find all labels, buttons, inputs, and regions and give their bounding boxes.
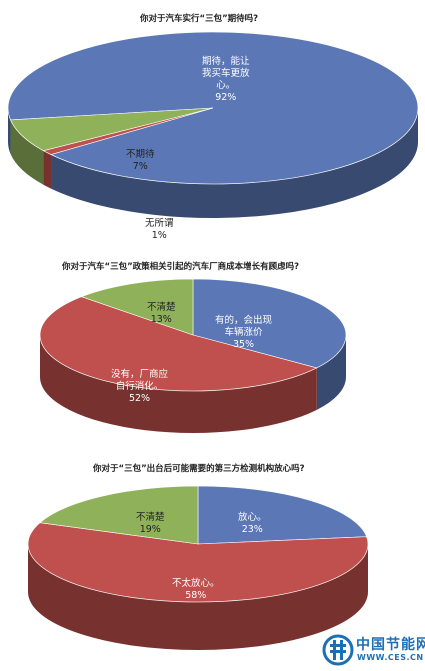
slice-label-text: 有的，会出现 车辆涨价 xyxy=(215,314,273,338)
slice-label-text: 无所谓 xyxy=(145,217,174,229)
chart2-slice-no-label: 没有，厂商应 自行消化。 52% xyxy=(111,357,168,416)
pie-side-walls xyxy=(28,544,368,650)
slice-label-text: 期待，能让 我买车更放 心。 xyxy=(202,55,250,91)
slice-pct: 13% xyxy=(150,313,172,325)
pie-side-0 xyxy=(316,335,346,410)
slice-label-text: 不清楚 xyxy=(136,511,165,523)
ces-logo-icon xyxy=(322,634,354,666)
chart1-slice-not-expect-label: 不期待 7% xyxy=(126,137,155,185)
chart3-slice-distrust-label: 不太放心。 58% xyxy=(172,566,220,614)
chart1-title: 你对于汽车实行“三包”期待吗? xyxy=(140,14,259,24)
chart3-slice-unclear-label: 不清楚 19% xyxy=(136,500,165,548)
pie-side-1 xyxy=(28,544,368,650)
slice-pct: 52% xyxy=(128,392,151,404)
pie-rim xyxy=(7,31,419,185)
chart2-slice-yes-label: 有的，会出现 车辆涨价 35% xyxy=(215,303,272,362)
pie-side-0 xyxy=(8,108,11,154)
chart1-slice-indifferent-label: 无所谓 1% xyxy=(145,206,174,254)
slice-label-text: 不期待 xyxy=(126,148,155,160)
slice-pct: 92% xyxy=(215,91,237,103)
slice-label-text: 没有，厂商应 自行消化。 xyxy=(111,368,169,392)
slice-pct: 35% xyxy=(232,338,255,350)
pie-slice-2 xyxy=(39,485,199,545)
pie-side-walls xyxy=(8,108,419,218)
pie-chart-3 xyxy=(27,485,369,650)
slice-pct: 23% xyxy=(241,523,263,535)
pie-chart-2 xyxy=(39,278,347,433)
pie-slice-2 xyxy=(80,278,194,336)
pie-side-2 xyxy=(10,119,44,185)
pie-rim xyxy=(39,278,347,392)
pie-slice-1 xyxy=(27,522,369,603)
slice-pct: 58% xyxy=(185,589,207,601)
slice-pct: 1% xyxy=(151,229,167,241)
chart3-title: 你对于“三包”出台后可能需要的第三方检测机构放心吗? xyxy=(93,464,305,474)
slice-pct: 19% xyxy=(139,523,161,535)
watermark-site-name: 中国节能网 xyxy=(356,637,425,653)
chart2-title: 你对于汽车“三包”政策相关引起的汽车厂商成本增长有顾虑吗? xyxy=(62,262,300,272)
pie-side-walls xyxy=(40,335,346,433)
pie-slice-1 xyxy=(39,296,318,392)
slice-label-text: 放心。 xyxy=(238,511,267,523)
pie-side-0 xyxy=(51,108,419,218)
chart2-slice-unclear-label: 不清楚 13% xyxy=(147,290,176,338)
slice-label-text: 不太放心。 xyxy=(172,577,220,589)
pie-chart-1 xyxy=(7,31,419,218)
chart3-slice-trust-label: 放心。 23% xyxy=(238,500,267,548)
watermark-url: WWW.CES.CN xyxy=(357,653,424,662)
watermark: 中国节能网 WWW.CES.CN xyxy=(322,634,425,668)
pie-slice-0 xyxy=(197,485,368,545)
pie-rim xyxy=(27,485,369,603)
slice-label-text: 不清楚 xyxy=(147,301,176,313)
pie-side-1 xyxy=(43,150,52,189)
pie-slice-0 xyxy=(192,278,347,369)
pie-slice-2 xyxy=(10,107,214,152)
chart1-slice-expect-label: 期待，能让 我买车更放 心。 92% xyxy=(202,44,250,115)
pie-side-1 xyxy=(40,335,317,433)
slice-pct: 7% xyxy=(132,160,148,172)
